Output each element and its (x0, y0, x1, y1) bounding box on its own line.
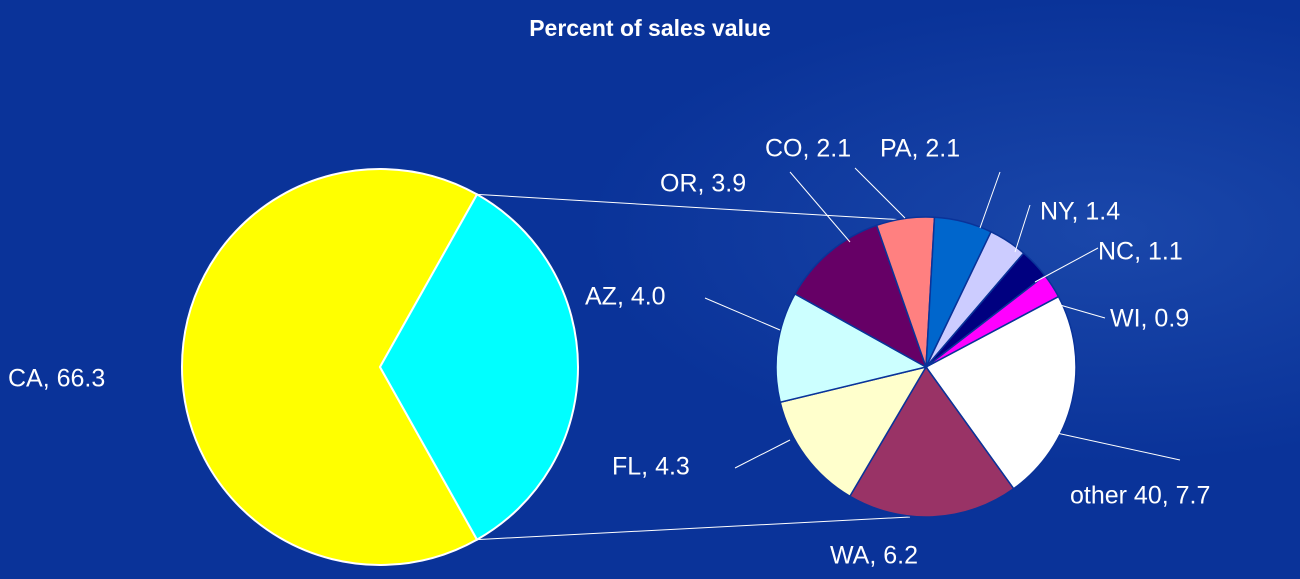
leader-line (1014, 204, 1031, 253)
connector-line (476, 193, 906, 221)
data-label: AZ, 4.0 (585, 283, 666, 311)
leader-line (1059, 304, 1106, 319)
data-label: WI, 0.9 (1110, 305, 1189, 333)
leader-line (734, 439, 791, 469)
leader-line (704, 297, 781, 331)
data-label: OR, 3.9 (660, 170, 746, 198)
leader-line (1019, 424, 1181, 461)
leader-line (1034, 247, 1099, 283)
connector-line (476, 516, 911, 541)
pie-slice (793, 224, 928, 369)
pie-slice (378, 193, 579, 541)
data-label: CO, 2.1 (765, 135, 851, 163)
pie-slice (924, 295, 1077, 490)
pie-slice (181, 168, 479, 566)
leader-line (854, 167, 906, 219)
data-label: other 40, 7.7 (1070, 482, 1210, 510)
data-label: PA, 2.1 (880, 135, 960, 163)
data-label: WA, 6.2 (830, 542, 918, 570)
pie-slice (775, 292, 929, 404)
data-label: NC, 1.1 (1098, 238, 1183, 266)
leader-line (789, 171, 851, 243)
pie-slice (779, 365, 928, 498)
pie-slice (925, 274, 1060, 368)
data-label: FL, 4.3 (612, 453, 690, 481)
leader-line (979, 171, 1001, 229)
chart-title: Percent of sales value (529, 15, 771, 41)
data-label: CA, 66.3 (8, 365, 105, 393)
pie-slice (848, 365, 1015, 518)
data-label: NY, 1.4 (1040, 198, 1120, 226)
